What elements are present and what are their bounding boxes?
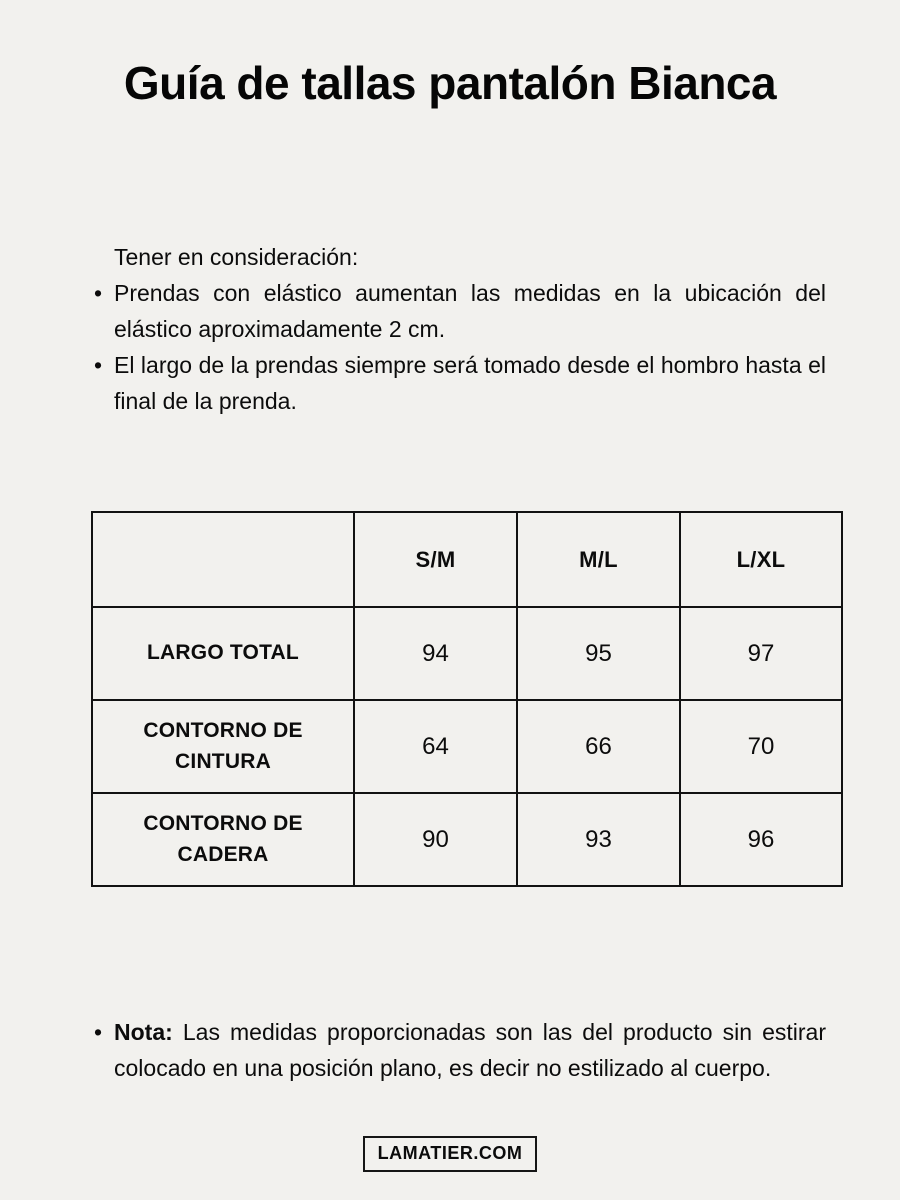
table-row: LARGO TOTAL 94 95 97 [91, 606, 843, 701]
note-section: Nota: Las medidas proporcionadas son las… [93, 1014, 826, 1086]
cell-value: 66 [516, 699, 681, 794]
size-table-corner-cell [91, 511, 355, 608]
size-table-header-row: S/M M/L L/XL [91, 511, 843, 608]
considerations-section: Tener en consideración: Prendas con elás… [93, 239, 826, 419]
cell-value: 96 [679, 792, 843, 887]
table-row: CONTORNO DE CADERA 90 93 96 [91, 792, 843, 887]
note-list: Nota: Las medidas proporcionadas son las… [93, 1014, 826, 1086]
cell-value: 97 [679, 606, 843, 701]
consideration-item: Prendas con elástico aumentan las medida… [93, 275, 826, 347]
note-text: Las medidas proporcionadas son las del p… [114, 1019, 826, 1081]
considerations-intro: Tener en consideración: [114, 244, 359, 270]
table-row: CONTORNO DE CINTURA 64 66 70 [91, 699, 843, 794]
size-table-column-ml: M/L [516, 511, 681, 608]
row-label-contorno-cadera: CONTORNO DE CADERA [91, 792, 355, 887]
cell-value: 70 [679, 699, 843, 794]
page-title: Guía de tallas pantalón Bianca [123, 57, 777, 109]
footer: LAMATIER.COM [0, 1136, 900, 1172]
row-label-largo-total: LARGO TOTAL [91, 606, 355, 701]
note-item: Nota: Las medidas proporcionadas son las… [93, 1014, 826, 1086]
size-table-column-sm: S/M [353, 511, 518, 608]
cell-value: 64 [353, 699, 518, 794]
row-label-contorno-cintura: CONTORNO DE CINTURA [91, 699, 355, 794]
note-label: Nota: [114, 1019, 173, 1045]
consideration-text: Prendas con elástico aumentan las medida… [114, 280, 826, 342]
size-table-column-lxl: L/XL [679, 511, 843, 608]
consideration-text: El largo de la prendas siempre será toma… [114, 352, 826, 414]
cell-value: 94 [353, 606, 518, 701]
cell-value: 95 [516, 606, 681, 701]
considerations-list: Prendas con elástico aumentan las medida… [93, 275, 826, 419]
cell-value: 93 [516, 792, 681, 887]
cell-value: 90 [353, 792, 518, 887]
brand-badge: LAMATIER.COM [362, 1136, 538, 1172]
consideration-item: El largo de la prendas siempre será toma… [93, 347, 826, 419]
size-table: S/M M/L L/XL LARGO TOTAL 94 95 97 CONTOR… [91, 511, 843, 887]
